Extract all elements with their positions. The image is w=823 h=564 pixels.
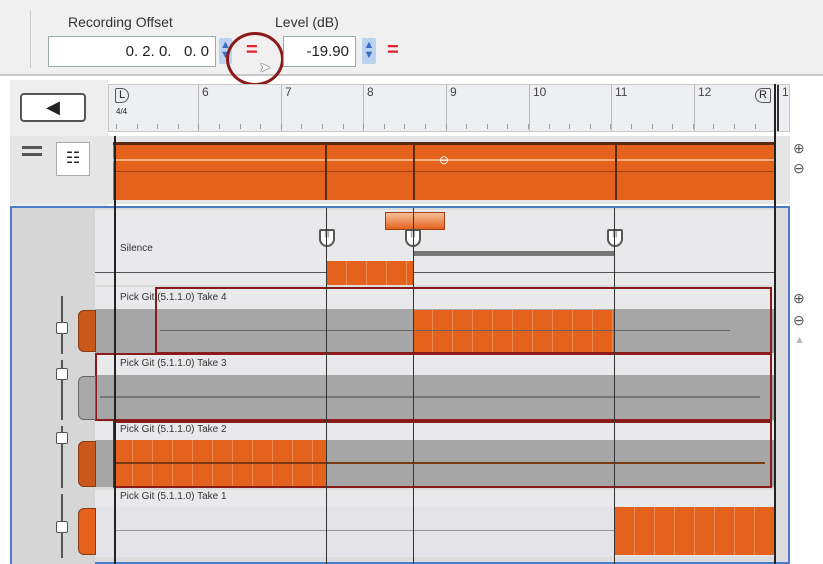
take-1-comp-region[interactable]: [615, 507, 775, 555]
level-input[interactable]: -19.90: [283, 36, 356, 67]
take-2-label: Pick Git (5.1.1.0) Take 2: [120, 424, 227, 435]
right-scroll-panel: [790, 208, 823, 564]
ruler-tick: [528, 124, 529, 129]
measure-9: 9: [446, 85, 457, 131]
time-signature: 4/4: [116, 107, 128, 116]
take-2-fader[interactable]: [61, 426, 63, 488]
silence-label: Silence: [120, 243, 153, 254]
fader-handle[interactable]: [56, 521, 68, 533]
ruler-tick: [486, 124, 488, 129]
ruler-tick: [363, 124, 365, 129]
ruler-tick: [713, 124, 715, 129]
fade-handle[interactable]: [385, 212, 445, 230]
ruler-tick: [466, 124, 468, 129]
ruler-tick: [672, 124, 674, 129]
measure-13: 1: [777, 85, 789, 131]
ruler-tick: [692, 124, 694, 129]
recording-offset-label: Recording Offset: [68, 14, 173, 30]
right-locator[interactable]: R: [755, 88, 771, 103]
take-4-label: Pick Git (5.1.1.0) Take 4: [120, 292, 227, 303]
ruler-tick: [651, 124, 653, 129]
recording-offset-input[interactable]: 0. 2. 0. 0. 0: [48, 36, 216, 67]
split-marker[interactable]: |||: [319, 229, 335, 247]
silence-region[interactable]: [327, 261, 413, 285]
measure-12: 12: [694, 85, 711, 131]
highlight-circle: [226, 32, 284, 86]
fader-handle[interactable]: [56, 432, 68, 444]
silence-range-bar: [413, 251, 615, 256]
take-2-selection: [113, 421, 772, 488]
ruler-tick: [734, 124, 735, 129]
split-marker[interactable]: |||: [607, 229, 623, 247]
measure-7: 7: [281, 85, 292, 131]
ruler-tick: [342, 124, 344, 129]
left-locator[interactable]: L: [115, 88, 130, 103]
layers-toggle-icon[interactable]: ☷: [56, 142, 90, 176]
take-4-tab[interactable]: [78, 310, 96, 352]
take-3-selection: [95, 353, 772, 421]
level-label: Level (dB): [275, 14, 339, 30]
lanes-icon[interactable]: [22, 146, 42, 156]
reset-level-icon[interactable]: =: [387, 39, 399, 61]
ruler-tick: [569, 124, 571, 129]
left-locator-line: [114, 136, 116, 564]
take-1-tab[interactable]: [78, 508, 96, 555]
level-handle-icon[interactable]: ⊖: [439, 153, 450, 167]
right-locator-line: [774, 84, 776, 564]
ruler-tick: [589, 124, 591, 129]
ruler-tick: [445, 124, 447, 129]
ruler-tick: [280, 124, 282, 129]
measure-8: 8: [363, 85, 374, 131]
ruler-tick: [425, 124, 426, 129]
fader-handle[interactable]: [56, 368, 68, 380]
fader-handle[interactable]: [56, 322, 68, 334]
measure-6: 6: [198, 85, 209, 131]
toolbar: Recording Offset 0. 2. 0. 0. 0 ▲ ▼ = ➤ Le…: [0, 0, 823, 86]
ruler-tick: [198, 124, 200, 129]
take-2-tab[interactable]: [78, 441, 96, 487]
ruler-tick: [219, 124, 220, 129]
zoom-out-icon[interactable]: ⊖: [793, 160, 805, 176]
back-button[interactable]: ◀: [20, 93, 86, 122]
ruler-tick: [754, 124, 756, 129]
ruler-tick: [136, 124, 138, 129]
take-1-label: Pick Git (5.1.1.0) Take 1: [120, 491, 227, 502]
ruler-tick: [383, 124, 385, 129]
scroll-up-icon[interactable]: ▲: [794, 334, 805, 346]
zoom-in-icon[interactable]: ⊕: [793, 140, 805, 156]
take-3-fader[interactable]: [61, 360, 63, 420]
lane-zoom-out-icon[interactable]: ⊖: [793, 312, 805, 328]
take-3-tab[interactable]: [78, 376, 96, 420]
ruler-tick: [322, 124, 323, 129]
ruler-tick: [239, 124, 241, 129]
ruler-tick: [404, 124, 406, 129]
level-spinner[interactable]: ▲ ▼: [362, 38, 376, 64]
take-4-comp-region[interactable]: [413, 310, 615, 352]
ruler-tick: [177, 124, 179, 129]
lane-zoom-in-icon[interactable]: ⊕: [793, 290, 805, 306]
cursor-icon: ➤: [259, 59, 271, 75]
measure-11: 11: [611, 85, 627, 131]
toolbar-divider: [30, 10, 31, 68]
take-3-label: Pick Git (5.1.1.0) Take 3: [120, 358, 227, 369]
measure-10: 10: [529, 85, 546, 131]
ruler-tick: [301, 124, 303, 129]
ruler-tick: [610, 124, 612, 129]
ruler-tick: [157, 124, 159, 129]
ruler-tick: [631, 124, 632, 129]
take-4-selection: [155, 287, 772, 354]
ruler-tick: [116, 124, 117, 129]
ruler-tick: [260, 124, 262, 129]
timeline-ruler[interactable]: L 4/4 6 7 8 9 10 11 12 R 1: [108, 84, 790, 132]
overview-clip[interactable]: ⊖: [113, 142, 775, 200]
ruler-tick: [548, 124, 550, 129]
ruler-tick: [507, 124, 509, 129]
